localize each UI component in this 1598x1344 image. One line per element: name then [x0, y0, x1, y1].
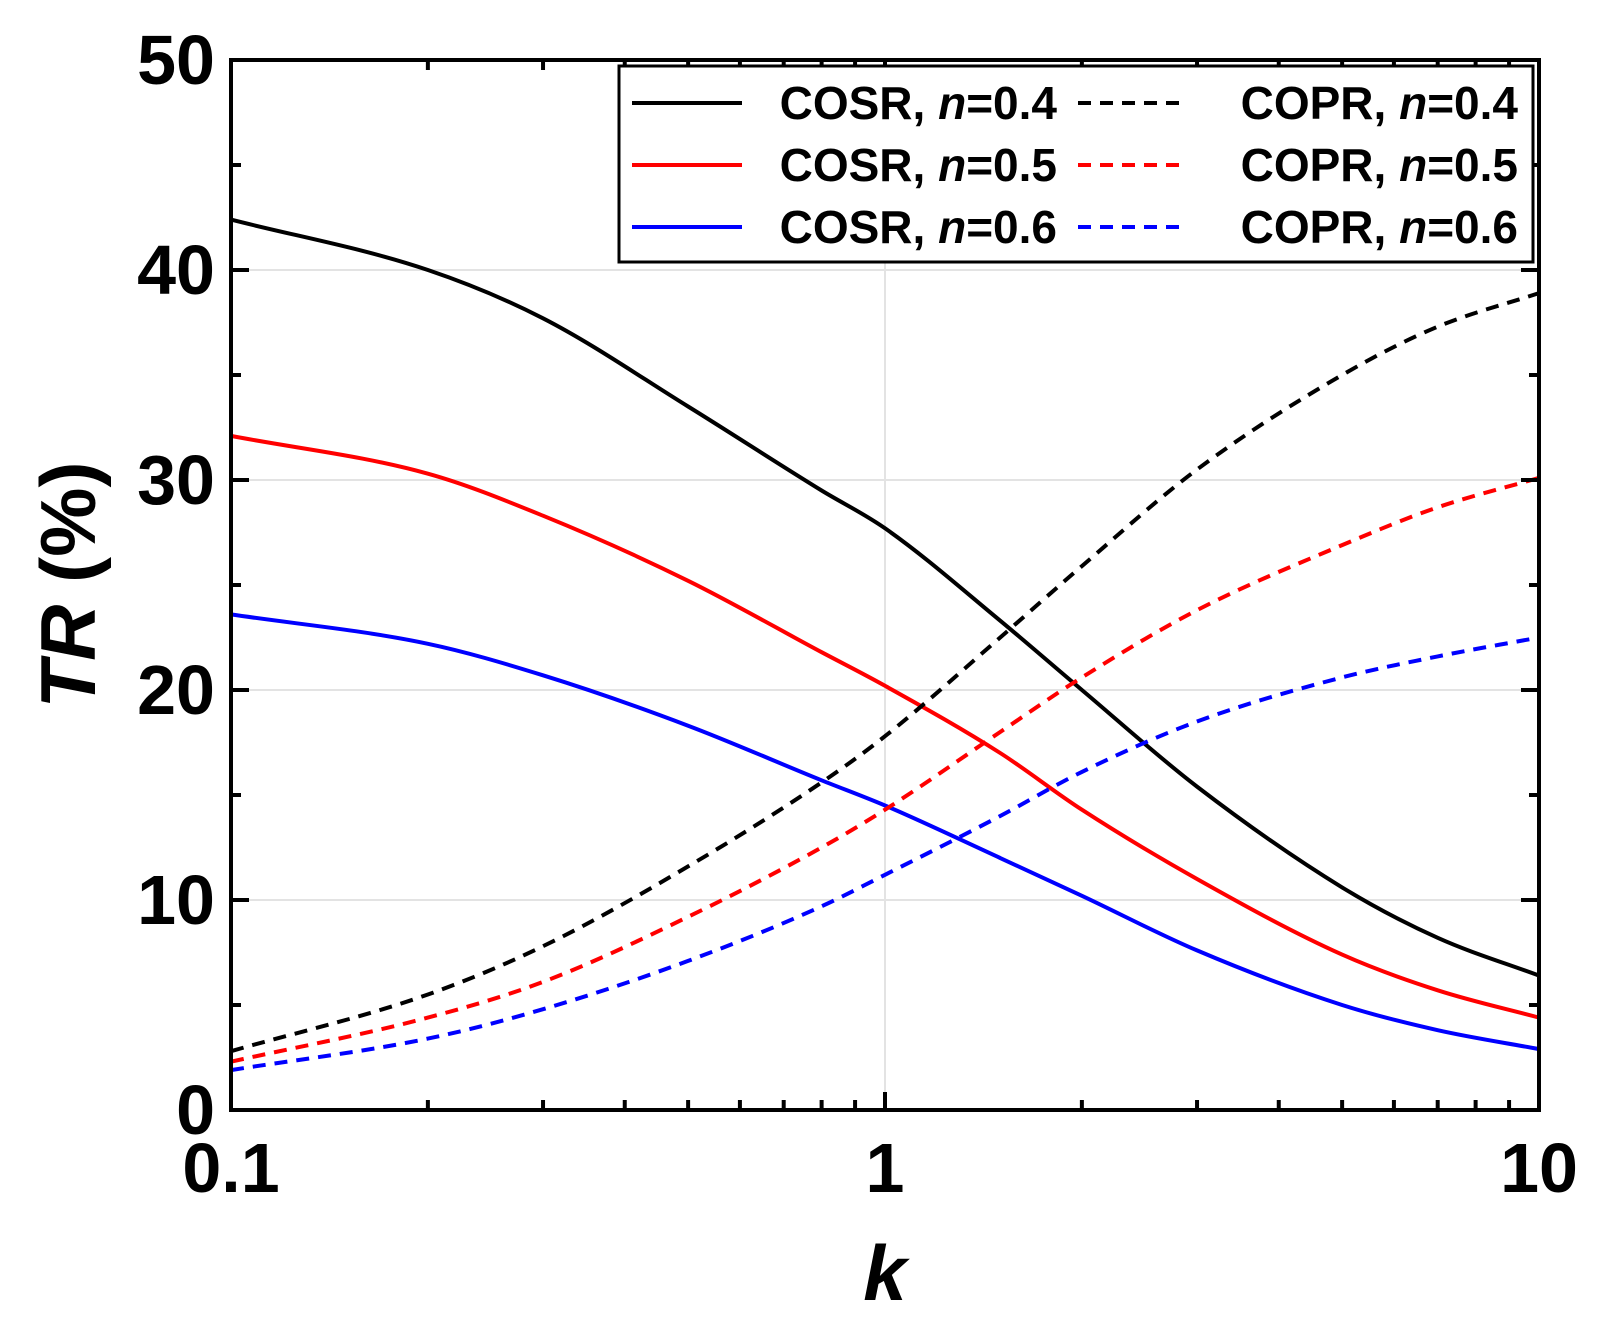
legend-param-value: =0.6: [966, 201, 1057, 253]
legend-series-name: COSR,: [780, 201, 938, 253]
legend-entry-label: COSR, n=0.4: [780, 77, 1058, 129]
legend-param-symbol: n: [938, 201, 966, 253]
y-tick-label: 20: [137, 651, 215, 729]
legend-series-name: COSR,: [780, 139, 938, 191]
x-tick-label: 10: [1500, 1129, 1578, 1207]
legend-series-name: COPR,: [1241, 201, 1399, 253]
legend-series-name: COPR,: [1241, 139, 1399, 191]
x-axis-title: k: [863, 1229, 910, 1317]
legend-entry-label: COPR, n=0.5: [1241, 139, 1518, 191]
y-tick-label: 0: [176, 1071, 215, 1149]
legend-param-value: =0.6: [1427, 201, 1518, 253]
legend-entry-label: COPR, n=0.4: [1241, 77, 1519, 129]
legend-param-value: =0.5: [966, 139, 1057, 191]
x-tick-label: 0.1: [182, 1129, 279, 1207]
legend-box: [617, 64, 1535, 264]
series-line-copr-n04: [230, 291, 1540, 1054]
legend-series-name: COPR,: [1241, 77, 1399, 129]
y-tick-label: 30: [137, 441, 215, 519]
y-tick-label: 40: [137, 231, 215, 309]
legend-param-value: =0.4: [1427, 77, 1518, 129]
y-tick-label: 50: [137, 21, 215, 99]
y-axis-title-unit: (%): [24, 462, 112, 605]
series-line-copr-n06: [230, 635, 1540, 1073]
y-tick-label: 10: [137, 861, 215, 939]
legend-entry-label: COPR, n=0.6: [1241, 201, 1518, 253]
legend-param-value: =0.5: [1427, 139, 1518, 191]
x-tick-label: 1: [866, 1129, 905, 1207]
series-layer: [230, 217, 1540, 1073]
legend-param-value: =0.4: [966, 77, 1057, 129]
y-axis-title-italic: TR: [24, 605, 112, 709]
series-line-cosr-n06: [230, 612, 1540, 1052]
legend-series-name: COSR,: [780, 77, 938, 129]
legend-entry-label: COSR, n=0.5: [780, 139, 1057, 191]
legend-param-symbol: n: [1399, 77, 1427, 129]
legend-param-symbol: n: [1399, 139, 1427, 191]
legend-param-symbol: n: [938, 77, 966, 129]
legend-param-symbol: n: [938, 139, 966, 191]
series-line-cosr-n04: [230, 217, 1540, 978]
legend-entry-label: COSR, n=0.6: [780, 201, 1057, 253]
y-axis-title: TR (%): [24, 462, 112, 709]
legend-param-symbol: n: [1399, 201, 1427, 253]
series-line-copr-n05: [230, 475, 1540, 1064]
series-line-cosr-n05: [230, 433, 1540, 1020]
axes-layer: 0 10 20 30 40 50 0.1 1 10 k TR (%): [24, 21, 1578, 1317]
